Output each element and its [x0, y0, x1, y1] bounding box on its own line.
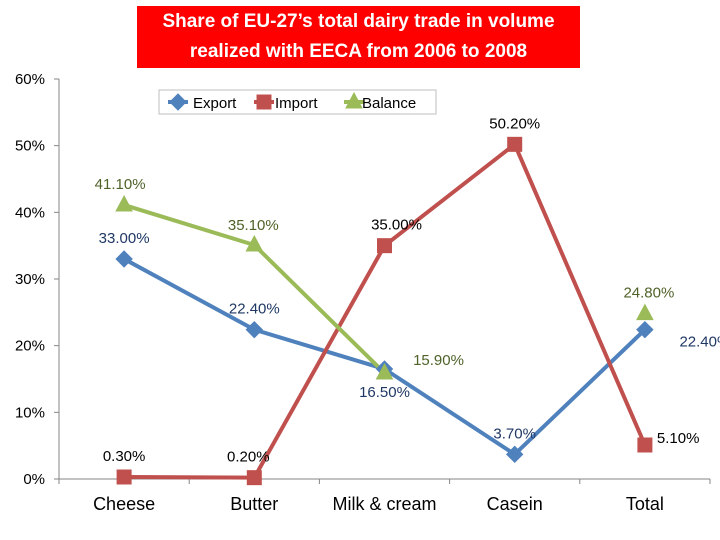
export-marker [115, 250, 133, 268]
balance-data-label: 15.90% [413, 352, 464, 369]
y-tick-label: 0% [23, 471, 45, 488]
import-data-label: 5.10% [657, 430, 700, 447]
chart-title-box: Share of EU-27’s total dairy trade in vo… [137, 6, 580, 68]
import-data-label: 0.30% [103, 448, 146, 465]
import-marker [246, 470, 262, 486]
import-marker [116, 469, 132, 485]
balance-marker [115, 194, 133, 212]
balance-line-segment [122, 203, 257, 247]
balance-marker [375, 362, 394, 380]
chart-series-lines [122, 142, 647, 480]
export-data-label: 16.50% [359, 384, 410, 401]
export-line-segment [382, 367, 517, 457]
x-category-label: Cheese [93, 494, 155, 514]
import-line-segment [382, 142, 517, 248]
export-line-segment [252, 327, 387, 371]
y-tick-label: 50% [15, 138, 45, 155]
balance-marker [636, 303, 654, 321]
x-category-label: Total [626, 494, 664, 514]
x-category-label: Butter [230, 494, 278, 514]
export-marker [505, 445, 524, 464]
chart-legend: Export Import Balance [158, 89, 437, 115]
balance-data-label: 35.10% [228, 217, 279, 234]
import-line-segment [512, 142, 647, 447]
balance-marker [245, 234, 264, 252]
balance-data-label: 41.10% [95, 176, 146, 193]
legend-box [158, 89, 437, 115]
import-marker [256, 94, 272, 110]
balance-line-segment [252, 243, 387, 375]
balance-marker [345, 91, 363, 109]
y-tick-label: 60% [15, 71, 45, 88]
y-tick-label: 30% [15, 271, 45, 288]
chart-axes: 0% 10% 20% 30% 40% 50% 60% Cheese Butter Milk & c… [15, 71, 711, 514]
export-marker [169, 93, 187, 111]
import-line-segment [122, 475, 257, 480]
y-tick-label: 40% [15, 204, 45, 221]
y-tick-label: 20% [15, 338, 45, 355]
import-marker [507, 136, 523, 152]
export-data-label: 33.00% [99, 230, 150, 247]
y-tick-label: 10% [15, 404, 45, 421]
import-data-label: 35.00% [371, 217, 422, 234]
export-data-label: 3.70% [493, 425, 536, 442]
import-marker [637, 437, 653, 453]
import-legend-label: Import [275, 95, 318, 112]
export-line-segment [512, 327, 647, 457]
import-line-segment [252, 243, 387, 480]
export-data-label: 22.40% [679, 334, 720, 351]
export-legend-label: Export [193, 95, 237, 112]
chart-markers [115, 136, 654, 486]
chart-data-labels: 33.00% 22.40% 16.50% 3.70% 22.40% 0.30% 0.20% 3… [95, 115, 720, 465]
x-category-label: Casein [487, 494, 543, 514]
export-data-label: 22.40% [229, 301, 280, 318]
balance-data-label: 24.80% [623, 285, 674, 302]
export-line-segment [122, 257, 257, 332]
export-marker [636, 320, 654, 339]
balance-legend-label: Balance [362, 95, 416, 112]
export-marker [245, 320, 264, 339]
x-category-label: Milk & cream [332, 494, 436, 514]
import-data-label: 0.20% [227, 449, 270, 466]
import-data-label: 50.20% [489, 115, 540, 132]
import-marker [377, 238, 392, 254]
chart-title: Share of EU-27’s total dairy trade in vo… [162, 11, 555, 62]
